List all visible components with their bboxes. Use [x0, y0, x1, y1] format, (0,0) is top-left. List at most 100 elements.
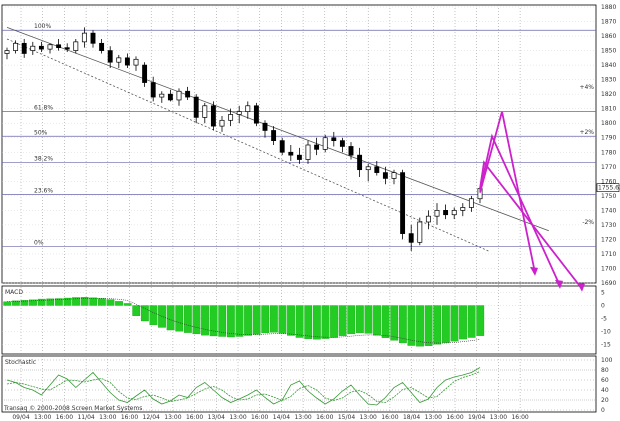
macd-panel-border	[1, 285, 597, 355]
price-y-tick-label: 1820	[601, 91, 616, 98]
price-y-tick-label: 1810	[601, 106, 616, 113]
macd-bar	[364, 305, 373, 334]
x-tick-label: 12/04	[143, 414, 160, 421]
candle-down	[167, 93, 173, 101]
candle-down	[185, 90, 191, 98]
candle-down	[314, 144, 320, 150]
candle-up	[202, 105, 208, 118]
macd-bar	[166, 305, 175, 331]
fib-level-label: 61.8%	[34, 105, 53, 112]
x-tick-label: 18/04	[403, 414, 420, 421]
macd-signal-line	[6, 297, 481, 344]
macd-bar	[54, 298, 63, 306]
price-y-tick-label: 1700	[601, 265, 616, 272]
candle-down	[150, 82, 156, 98]
macd-bar	[304, 305, 313, 339]
x-tick-label: 16:00	[381, 414, 398, 421]
price-panel-border	[1, 4, 597, 284]
trendline-upper	[6, 26, 549, 232]
candle-down	[382, 172, 388, 179]
candle-down	[348, 146, 354, 156]
price-y-tick-label: 1780	[601, 149, 616, 156]
stochastic-d-line	[6, 371, 481, 403]
copyright-text: Transaq © 2000-2008 Screen Market System…	[3, 405, 142, 412]
x-tick-label: 19/04	[468, 414, 485, 421]
grid	[1, 4, 597, 413]
candle-up	[434, 210, 440, 217]
macd-bar	[441, 305, 450, 343]
candle-up	[4, 50, 10, 54]
macd-y-tick-label: 0	[601, 303, 605, 310]
x-tick-label: 13:00	[229, 414, 246, 421]
macd-bar	[29, 299, 37, 306]
macd-bar	[123, 303, 132, 306]
macd-bar	[235, 305, 244, 337]
candle-up	[13, 42, 19, 51]
macd-bar	[398, 305, 407, 344]
candle-up	[116, 57, 122, 63]
macd-bar	[407, 305, 416, 346]
candle-down	[90, 32, 96, 44]
stochastic-k-line	[6, 367, 481, 406]
macd-bar	[140, 305, 149, 322]
x-tick-label: 13:00	[164, 414, 181, 421]
candle-up	[417, 221, 423, 243]
macd-bar	[338, 305, 347, 336]
candle-down	[262, 122, 268, 131]
stochastic-title: Stochastic	[5, 359, 36, 366]
candle-up	[365, 166, 371, 171]
fib-level-label: 100%	[34, 23, 51, 30]
trendline-lower	[6, 38, 489, 252]
stochastic-panel: Stochastic	[5, 359, 481, 406]
price-y-tick-label: 1690	[601, 280, 616, 287]
candle-down	[357, 154, 363, 171]
macd-bar	[11, 300, 20, 306]
price-y-tick-label: 1770	[601, 164, 616, 171]
macd-bar	[209, 305, 218, 337]
macd-title: MACD	[5, 289, 23, 296]
candle-down	[193, 96, 199, 118]
candle-up	[305, 144, 311, 160]
candle-down	[253, 105, 259, 124]
macd-bar	[80, 297, 89, 306]
price-y-tick-label: 1870	[601, 19, 616, 26]
candle-down	[374, 166, 380, 173]
candle-up	[159, 93, 165, 98]
price-y-tick-label: 1850	[601, 48, 616, 55]
macd-bar	[244, 305, 252, 336]
macd-panel: MACD	[3, 289, 485, 347]
fib-level-label: 0%	[34, 240, 44, 247]
candle-up	[322, 137, 328, 150]
price-y-tick-label: 1760	[601, 178, 616, 185]
macd-bar	[355, 305, 364, 334]
stochastic-y-tick-label: 100	[601, 357, 613, 364]
price-y-tick-label: 1830	[601, 77, 616, 84]
macd-bar	[295, 305, 304, 338]
macd-bar	[192, 305, 201, 335]
candle-down	[331, 137, 337, 141]
macd-bar	[321, 305, 330, 339]
macd-bar	[252, 305, 261, 335]
x-tick-label: 15/04	[338, 414, 355, 421]
candle-up	[176, 90, 182, 101]
candle-up	[391, 172, 397, 179]
projection-line	[479, 133, 561, 287]
candle-down	[279, 140, 285, 153]
projection-line	[479, 160, 583, 290]
macd-bar	[424, 305, 433, 346]
candle-down	[124, 57, 130, 66]
projection-arrowhead	[577, 282, 585, 292]
x-tick-label: 16:00	[511, 414, 528, 421]
macd-bar	[450, 305, 459, 342]
candle-down	[210, 105, 216, 127]
macd-bar	[89, 297, 98, 306]
macd-bar	[63, 297, 72, 306]
macd-y-tick-label: -15	[601, 341, 611, 348]
candle-down	[400, 172, 406, 234]
macd-bar	[20, 300, 29, 306]
candle-up	[451, 210, 457, 216]
x-tick-label: 16:00	[251, 414, 268, 421]
candle-up	[460, 207, 466, 211]
stochastic-y-tick-label: 60	[601, 377, 609, 384]
candle-down	[142, 64, 148, 83]
